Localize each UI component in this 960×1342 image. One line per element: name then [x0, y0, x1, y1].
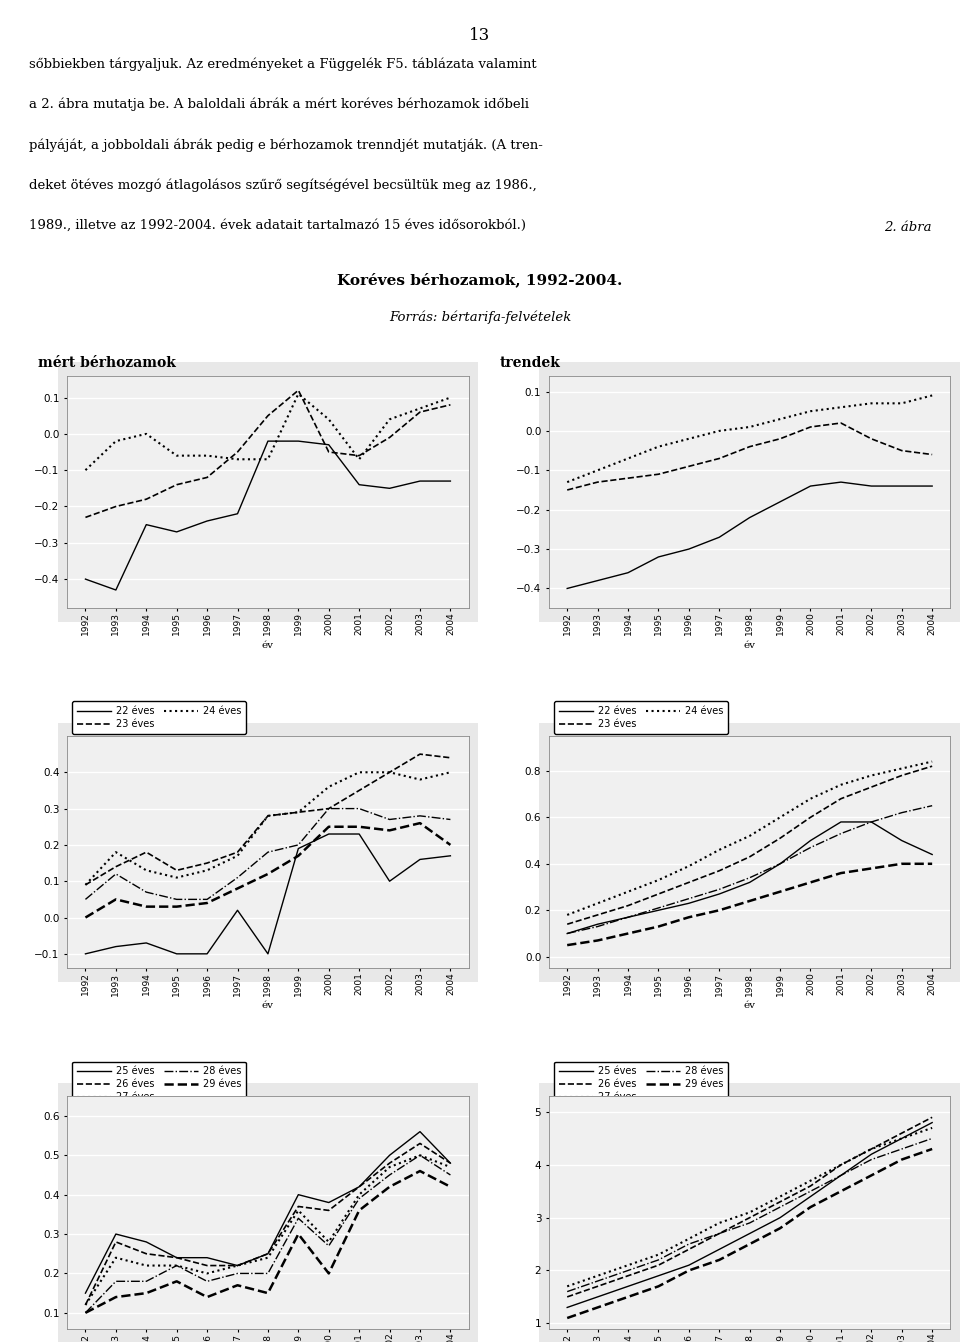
- X-axis label: év: év: [262, 1001, 274, 1011]
- X-axis label: év: év: [744, 1001, 756, 1011]
- Text: 1989., illetve az 1992-2004. évek adatait tartalmazó 15 éves idősorokból.): 1989., illetve az 1992-2004. évek adatai…: [29, 219, 526, 232]
- Text: deket ötéves mozgó átlagolásos szűrő segítségével becsültük meg az 1986.,: deket ötéves mozgó átlagolásos szűrő seg…: [29, 178, 537, 192]
- Text: Koréves bérhozamok, 1992-2004.: Koréves bérhozamok, 1992-2004.: [337, 272, 623, 287]
- Legend: 25 éves, 26 éves, 27 éves, 28 éves, 29 éves: 25 éves, 26 éves, 27 éves, 28 éves, 29 é…: [72, 1062, 246, 1107]
- Text: 2. ábra: 2. ábra: [884, 221, 931, 235]
- X-axis label: év: év: [744, 641, 756, 650]
- Text: Forrás: bértarifa-felvételek: Forrás: bértarifa-felvételek: [389, 310, 571, 323]
- Text: mért bérhozamok: mért bérhozamok: [38, 356, 177, 369]
- Legend: 22 éves, 23 éves, 24 éves: 22 éves, 23 éves, 24 éves: [72, 702, 246, 734]
- Legend: 22 éves, 23 éves, 24 éves: 22 éves, 23 éves, 24 éves: [554, 702, 728, 734]
- Legend: 25 éves, 26 éves, 27 éves, 28 éves, 29 éves: 25 éves, 26 éves, 27 éves, 28 éves, 29 é…: [554, 1062, 728, 1107]
- Text: trendek: trendek: [499, 356, 560, 369]
- Text: sőbbiekben tárgyaljuk. Az eredményeket a Függelék F5. táblázata valamint: sőbbiekben tárgyaljuk. Az eredményeket a…: [29, 58, 537, 71]
- Text: pályáját, a jobboldali ábrák pedig e bérhozamok trenndjét mutatják. (A tren-: pályáját, a jobboldali ábrák pedig e bér…: [29, 138, 542, 152]
- Text: 13: 13: [469, 27, 491, 44]
- X-axis label: év: év: [262, 641, 274, 650]
- Text: a 2. ábra mutatja be. A baloldali ábrák a mért koréves bérhozamok időbeli: a 2. ábra mutatja be. A baloldali ábrák …: [29, 98, 529, 111]
